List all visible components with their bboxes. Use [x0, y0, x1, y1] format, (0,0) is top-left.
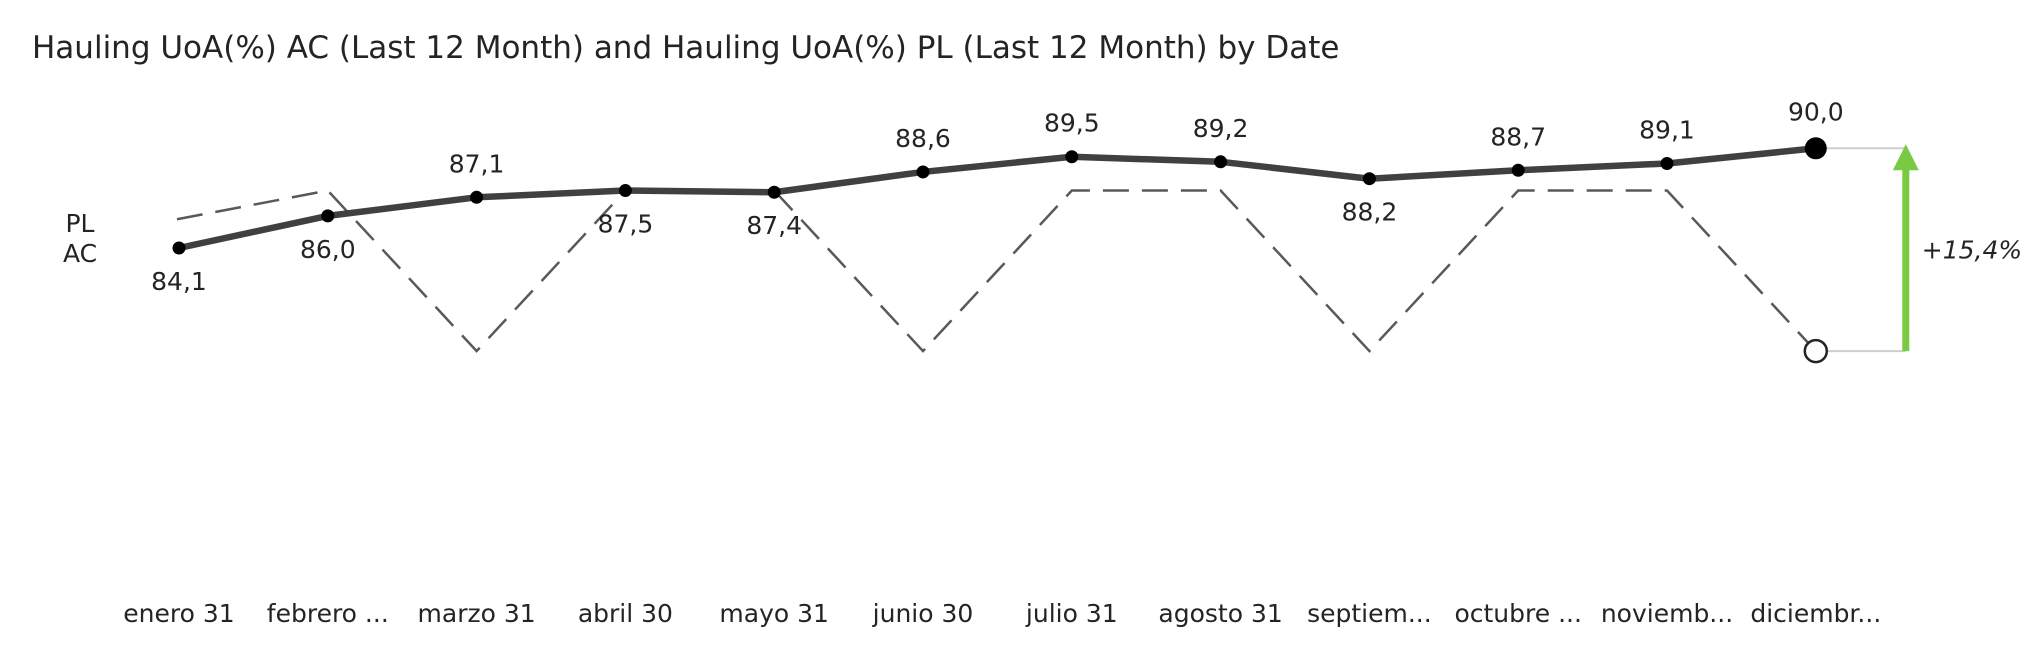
- ac-point: [1214, 155, 1228, 169]
- x-axis: enero 31 febrero ... marzo 31 abril 30 mayo …: [123, 599, 1881, 628]
- x-tick-label: diciembr...: [1750, 599, 1881, 628]
- data-label-ac: 89,1: [1639, 116, 1695, 145]
- x-tick-label: junio 30: [872, 599, 974, 628]
- data-label-ac: 87,4: [746, 211, 802, 240]
- legend-label-pl: PL: [65, 209, 94, 238]
- data-label-ac: 89,2: [1193, 114, 1249, 143]
- x-tick-label: octubre ...: [1454, 599, 1581, 628]
- ac-point: [1804, 137, 1827, 160]
- data-label-ac: 88,7: [1490, 122, 1546, 151]
- legend-label-ac: AC: [63, 239, 97, 268]
- x-tick-label: agosto 31: [1158, 599, 1282, 628]
- legend: PL AC: [63, 209, 97, 268]
- data-label-ac: 87,1: [449, 149, 505, 178]
- ac-point: [767, 185, 781, 199]
- ac-point: [1362, 172, 1376, 186]
- ac-point: [618, 184, 632, 198]
- x-tick-label: septiem...: [1307, 599, 1432, 628]
- data-label-ac: 86,0: [300, 235, 356, 264]
- ac-point: [1511, 163, 1525, 177]
- ac-point: [916, 165, 930, 179]
- ac-point: [470, 190, 484, 204]
- data-label-ac: 89,5: [1044, 109, 1100, 138]
- series-line-ac: [175, 145, 1820, 252]
- x-tick-label: noviemb...: [1601, 599, 1733, 628]
- data-label-ac: 84,1: [151, 267, 207, 296]
- ac-point: [1660, 157, 1674, 170]
- x-tick-label: enero 31: [123, 599, 234, 628]
- series-line-pl: [176, 189, 1817, 353]
- x-tick-label: abril 30: [578, 599, 673, 628]
- chart-title: Hauling UoA(%) AC (Last 12 Month) and Ha…: [32, 30, 1340, 66]
- variance-arrow-head: [1892, 144, 1919, 171]
- ac-point: [321, 209, 335, 223]
- pl-end-marker: [1803, 338, 1829, 364]
- data-label-ac: 90,0: [1788, 97, 1844, 126]
- ac-point: [172, 241, 186, 255]
- data-label-ac: 88,2: [1342, 198, 1398, 227]
- plot-area: +15,4% 84,1 86,0 87,1 87,5 87,4 88,6 89,5 89,2 88…: [151, 97, 2022, 364]
- data-label-ac: 88,6: [895, 124, 951, 153]
- data-label-ac: 87,5: [598, 210, 654, 239]
- variance-label: +15,4%: [1922, 236, 2022, 265]
- ac-point: [1065, 150, 1079, 164]
- x-tick-label: julio 31: [1025, 599, 1118, 628]
- x-tick-label: mayo 31: [719, 599, 829, 628]
- x-tick-label: febrero ...: [267, 599, 389, 628]
- x-tick-label: marzo 31: [418, 599, 536, 628]
